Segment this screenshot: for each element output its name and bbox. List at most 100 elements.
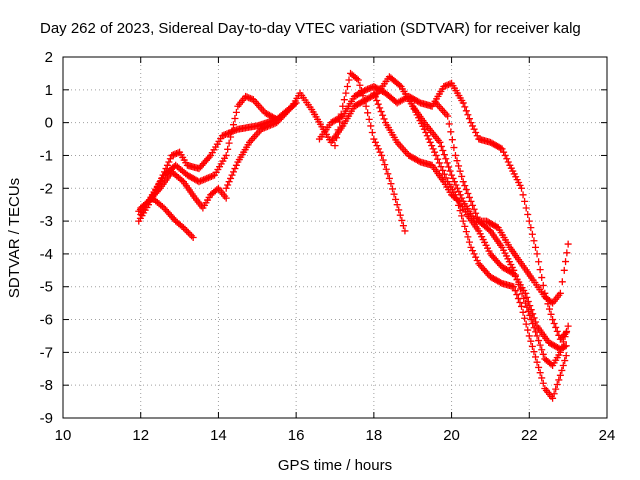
data-point: [539, 281, 547, 289]
data-point: [536, 266, 544, 274]
data-point: [243, 93, 251, 101]
data-point: [524, 211, 532, 219]
data-point: [198, 176, 206, 184]
data-point: [178, 176, 186, 184]
data-point: [523, 293, 531, 301]
plot-frame: [62, 56, 608, 419]
data-point: [270, 120, 278, 128]
data-point: [533, 250, 541, 258]
data-point: [524, 326, 532, 334]
data-point: [343, 83, 351, 91]
axis-ticks: [62, 56, 608, 419]
data-point: [188, 232, 196, 240]
data-point: [447, 128, 455, 136]
data-point: [553, 381, 561, 389]
data-point: [262, 123, 270, 131]
data-point: [257, 125, 265, 133]
data-point: [279, 112, 287, 120]
data-point: [503, 155, 511, 163]
data-point: [440, 83, 448, 91]
y-axis-label: SDTVAR / TECUs: [6, 178, 23, 298]
data-point: [538, 374, 546, 382]
data-point: [268, 121, 276, 129]
data-point: [282, 109, 290, 117]
data-point: [563, 327, 571, 335]
data-point: [342, 89, 350, 97]
data-point: [437, 163, 445, 171]
data-point: [536, 369, 544, 377]
data-point: [399, 222, 407, 230]
data-point: [232, 126, 240, 134]
data-point: [395, 206, 403, 214]
data-point: [556, 371, 564, 379]
data-point: [462, 186, 470, 194]
data-point: [392, 195, 400, 203]
data-point: [458, 212, 466, 220]
data-point: [469, 247, 477, 255]
data-point: [448, 136, 456, 144]
data-point: [200, 176, 208, 184]
data-point: [361, 87, 369, 95]
data-point: [368, 128, 376, 136]
data-point: [547, 310, 555, 318]
grid-lines: [63, 57, 607, 418]
data-point: [449, 174, 457, 182]
data-point: [448, 171, 456, 179]
data-point: [361, 97, 369, 105]
data-point: [538, 346, 546, 354]
data-point: [508, 269, 516, 277]
data-point: [285, 106, 293, 114]
data-point: [461, 182, 469, 190]
data-point: [462, 228, 470, 236]
data-point: [396, 81, 404, 89]
x-axis-label: GPS time / hours: [278, 457, 392, 474]
data-point: [380, 115, 388, 123]
data-point: [189, 234, 197, 241]
data-point: [353, 75, 361, 83]
data-point: [561, 333, 569, 341]
data-point: [558, 278, 566, 286]
data-point: [232, 108, 240, 116]
data-point: [513, 291, 521, 299]
data-point: [155, 186, 163, 194]
data-point: [354, 76, 362, 84]
data-point: [472, 209, 480, 217]
data-series-arc-4: [137, 194, 197, 241]
data-point: [379, 111, 387, 119]
data-point: [432, 151, 440, 159]
data-point: [387, 180, 395, 188]
data-point: [229, 121, 237, 129]
data-point: [451, 151, 459, 159]
x-tick-label: 12: [132, 427, 149, 444]
data-point: [206, 173, 214, 181]
y-tick-label: -8: [40, 377, 53, 394]
data-point: [519, 308, 527, 316]
data-point: [213, 186, 221, 194]
data-point: [532, 318, 540, 326]
data-point: [510, 283, 518, 291]
data-point: [221, 130, 229, 138]
data-point: [222, 184, 230, 192]
data-point: [462, 107, 470, 115]
data-point: [429, 145, 437, 153]
data-point: [561, 357, 569, 365]
data-point: [539, 379, 547, 387]
data-point: [467, 243, 475, 251]
data-point: [266, 121, 274, 129]
data-point: [183, 227, 191, 235]
data-point: [440, 151, 448, 159]
data-point: [259, 125, 267, 133]
data-point: [390, 190, 398, 198]
data-point: [435, 159, 443, 167]
data-point: [205, 153, 213, 161]
data-series-arc-5: [222, 73, 572, 307]
y-tick-label: 0: [45, 115, 53, 132]
data-point: [528, 342, 536, 350]
data-point: [552, 323, 560, 331]
data-point: [536, 341, 544, 349]
data-point: [521, 197, 529, 205]
data-point: [467, 197, 475, 205]
data-point: [528, 230, 536, 238]
data-point: [561, 343, 569, 351]
